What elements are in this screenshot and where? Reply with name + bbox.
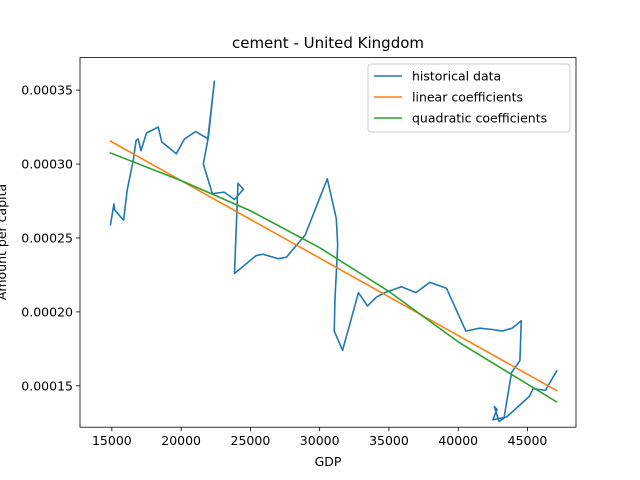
y-axis-label: Amount per capita	[0, 184, 9, 300]
x-tick-label: 30000	[300, 433, 340, 448]
legend-label-linear-coefficients: linear coefficients	[412, 90, 523, 105]
y-tick-label: 0.00020	[21, 304, 73, 319]
legend-label-quadratic-coefficients: quadratic coefficients	[412, 111, 547, 126]
y-tick-label: 0.00015	[21, 378, 73, 393]
y-tick-label: 0.00030	[21, 157, 73, 172]
x-tick-label: 25000	[231, 433, 271, 448]
y-tick-label: 0.00035	[21, 83, 73, 98]
plot-frame	[79, 57, 577, 428]
legend-box	[367, 63, 571, 133]
x-axis-label: GDP	[315, 454, 342, 469]
legend-label-historical-data: historical data	[412, 69, 501, 84]
legend: historical data linear coefficients quad…	[367, 63, 571, 133]
x-axis-ticks: 15000 20000 25000 30000 35000 40000 45000	[92, 427, 547, 448]
series-line-historical-data	[109, 80, 558, 423]
chart-title: cement - United Kingdom	[232, 34, 424, 52]
x-tick-label: 40000	[438, 433, 478, 448]
series-layer	[109, 80, 558, 423]
series-line-quadratic-coefficients	[109, 151, 558, 404]
x-tick-label: 35000	[369, 433, 409, 448]
x-tick-label: 15000	[92, 433, 132, 448]
y-axis-ticks: 0.00015 0.00020 0.00025 0.00030 0.00035	[21, 83, 80, 393]
x-tick-label: 20000	[161, 433, 201, 448]
y-tick-label: 0.00025	[21, 230, 73, 245]
x-tick-label: 45000	[508, 433, 548, 448]
